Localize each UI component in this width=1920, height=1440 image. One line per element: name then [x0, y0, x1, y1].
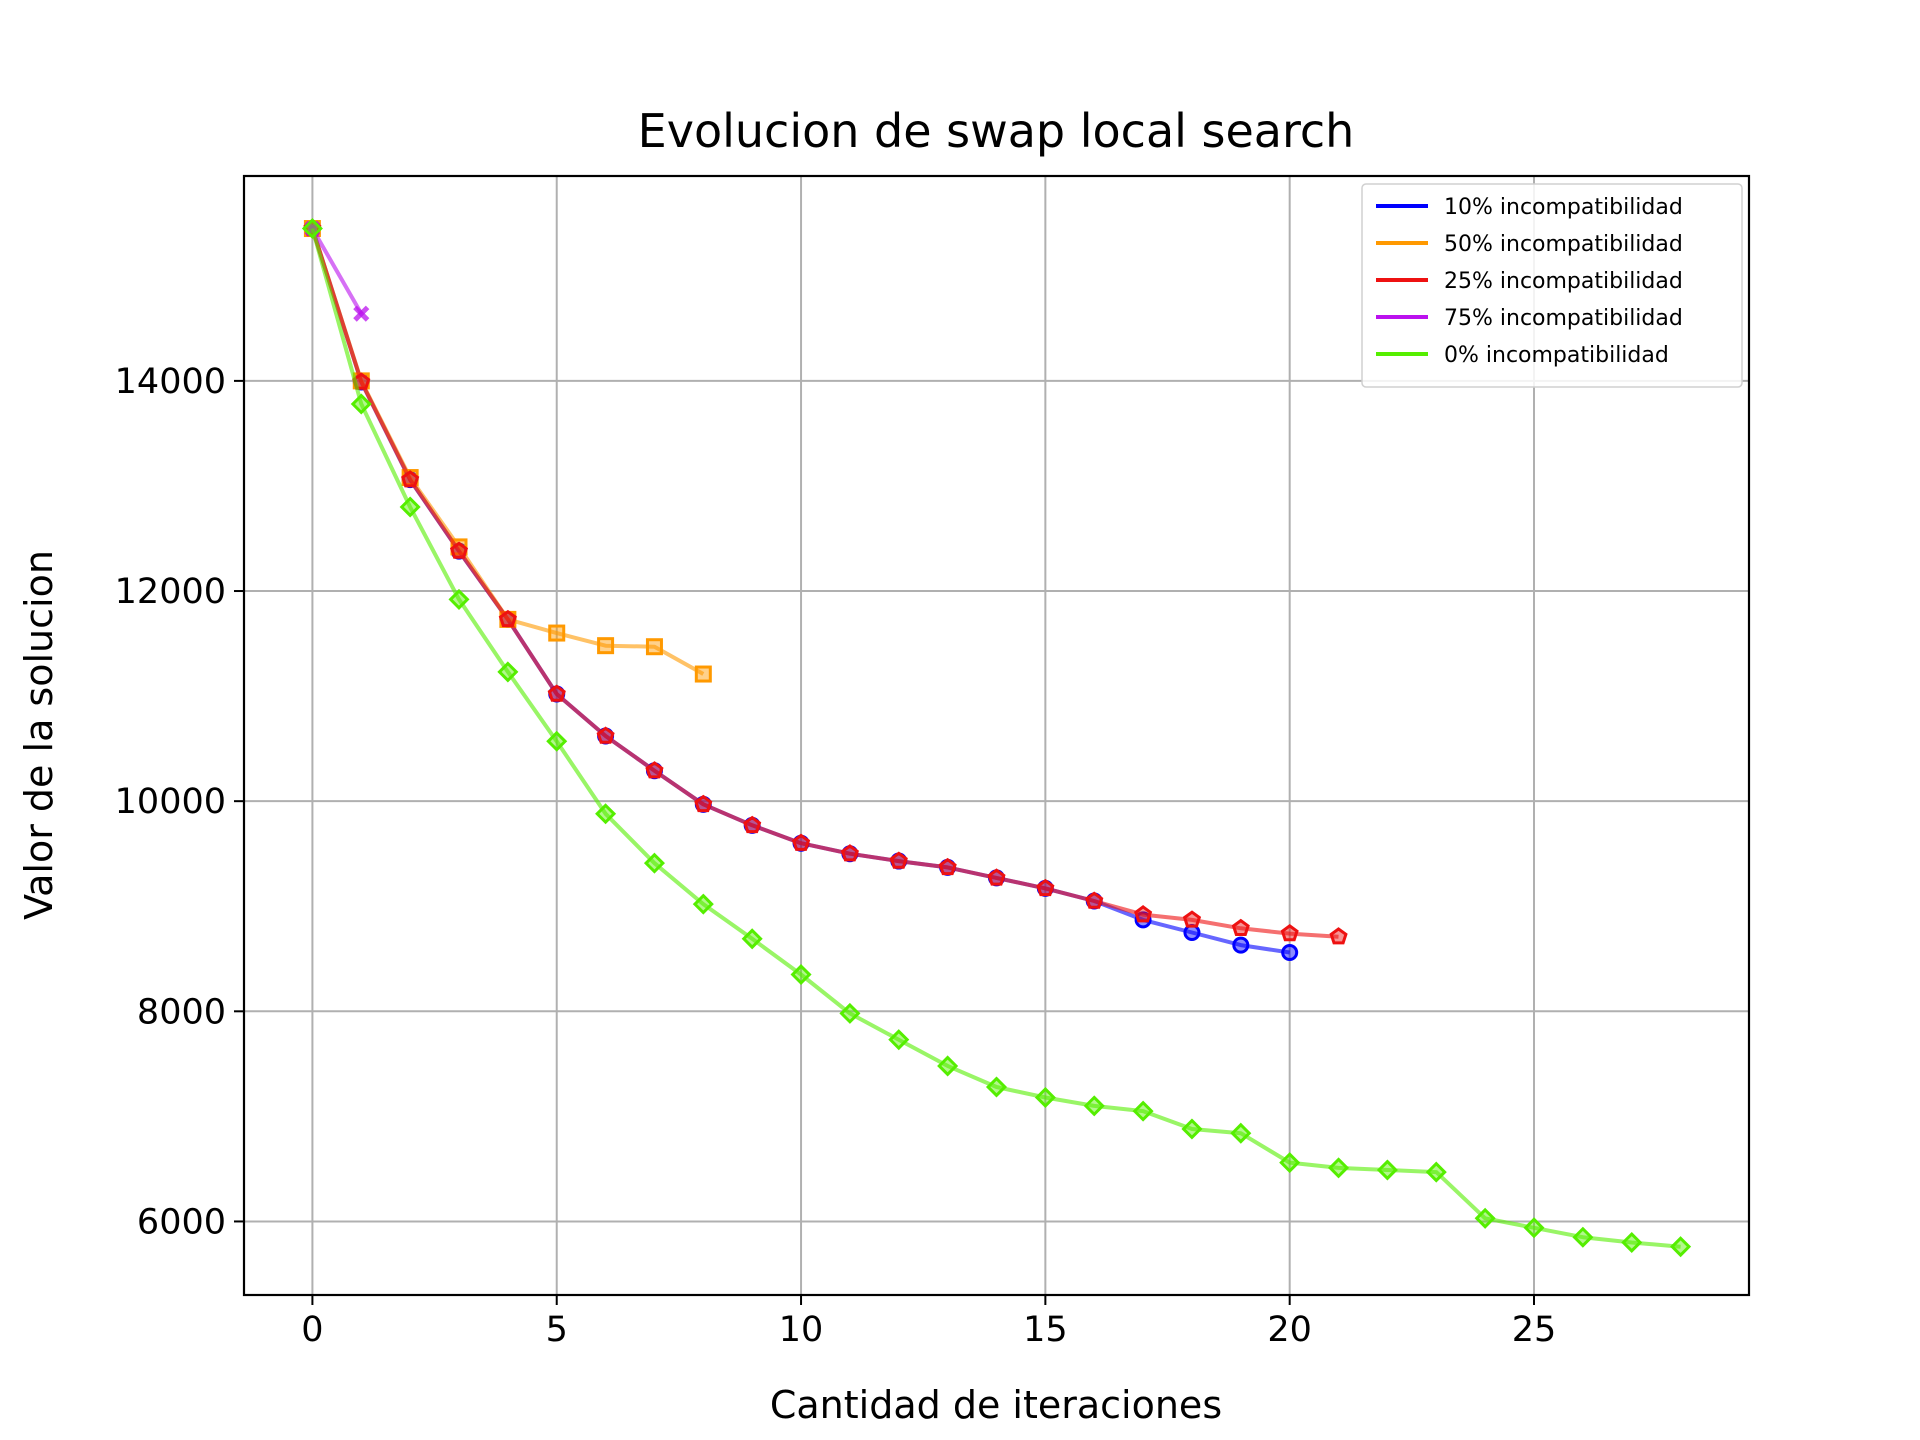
data-point-diamond	[301, 218, 323, 240]
axis-ticks: 0 5 10 15 20 25 6000 8000 10000 12000 14000	[115, 362, 1557, 1350]
data-point-x-stroke	[353, 305, 370, 322]
data-point-pentagon	[645, 761, 664, 779]
data-point-diamond	[888, 1029, 910, 1051]
data-point-diamond	[643, 852, 665, 874]
x-tick-label: 10	[779, 1310, 824, 1350]
data-point-pentagon	[889, 851, 908, 869]
series-line	[310, 227, 1681, 1249]
data-point-diamond	[1132, 1100, 1154, 1122]
y-tick-label: 10000	[115, 782, 226, 822]
legend-box	[1361, 183, 1743, 388]
data-point-diamond	[839, 1002, 861, 1024]
data-point-pentagon	[987, 868, 1006, 886]
data-point-diamond	[497, 661, 519, 683]
data-point-diamond	[350, 393, 372, 415]
data-point-diamond	[692, 893, 714, 915]
y-axis-label: Valor de la solucion	[17, 550, 61, 920]
data-point-diamond	[1376, 1159, 1398, 1181]
data-point-diamond	[1181, 1118, 1203, 1140]
legend-label: 25% incompatibilidad	[1444, 269, 1683, 294]
data-point-pentagon	[791, 833, 811, 851]
x-tick-label: 0	[301, 1310, 323, 1350]
data-point-pentagon	[547, 684, 566, 702]
data-point-diamond	[448, 588, 470, 610]
x-axis-label: Cantidad de iteraciones	[770, 1383, 1222, 1427]
legend: 10% incompatibilidad 50% incompatibilidad…	[1361, 183, 1743, 388]
data-point-diamond	[985, 1076, 1008, 1098]
legend-label: 50% incompatibilidad	[1444, 232, 1683, 257]
data-point-pentagon	[840, 844, 859, 862]
data-point-diamond	[1523, 1217, 1545, 1239]
data-point-pentagon	[498, 609, 517, 628]
data-point-diamond	[1572, 1226, 1594, 1248]
series-layer	[301, 218, 1692, 1258]
y-tick-label: 14000	[115, 362, 226, 402]
series-line	[310, 227, 364, 315]
series-4	[301, 218, 1692, 1258]
data-point-diamond	[790, 964, 812, 986]
data-point-pentagon	[743, 815, 762, 834]
data-point-square	[597, 637, 615, 655]
chart-title: Evolucion de swap local search	[638, 104, 1355, 158]
data-point-diamond	[1083, 1095, 1105, 1117]
data-point-diamond	[595, 803, 617, 825]
data-point-square	[694, 665, 712, 683]
series-line	[310, 227, 1339, 939]
data-point-diamond	[741, 928, 763, 950]
data-point-diamond	[399, 496, 421, 518]
data-point-x	[353, 305, 370, 322]
legend-label: 75% incompatibilidad	[1444, 306, 1683, 331]
data-point-pentagon	[1329, 927, 1348, 945]
y-tick-label: 8000	[137, 992, 226, 1032]
data-point-diamond	[1034, 1086, 1056, 1108]
data-point-pentagon	[596, 726, 615, 744]
data-point-circle	[1183, 924, 1201, 942]
series-2	[303, 218, 1348, 945]
data-point-pentagon	[1085, 891, 1104, 909]
legend-label: 10% incompatibilidad	[1444, 195, 1683, 220]
data-point-pentagon	[694, 794, 713, 813]
data-point-circle	[1232, 936, 1250, 954]
data-point-pentagon	[938, 857, 957, 876]
data-point-diamond	[1279, 1152, 1301, 1174]
y-tick-label: 6000	[137, 1202, 226, 1242]
data-point-pentagon	[1182, 910, 1202, 928]
data-point-diamond	[1670, 1236, 1692, 1258]
legend-label: 0% incompatibilidad	[1444, 343, 1669, 368]
data-point-diamond	[1230, 1122, 1252, 1144]
data-point-pentagon	[449, 541, 469, 559]
data-point-diamond	[1621, 1231, 1643, 1253]
data-point-pentagon	[1134, 905, 1153, 923]
data-point-pentagon	[1036, 878, 1055, 897]
data-point-diamond	[1425, 1161, 1447, 1183]
data-point-diamond	[1474, 1207, 1496, 1229]
data-point-diamond	[1328, 1157, 1350, 1179]
data-point-pentagon	[401, 470, 420, 488]
x-tick-label: 25	[1512, 1310, 1557, 1350]
data-point-square	[548, 624, 566, 642]
data-point-pentagon	[1280, 924, 1299, 942]
data-point-circle	[1281, 943, 1299, 961]
plot-frame	[242, 174, 1751, 1297]
data-point-diamond	[937, 1055, 959, 1077]
x-tick-label: 15	[1023, 1310, 1068, 1350]
y-tick-label: 12000	[115, 572, 226, 612]
x-tick-label: 5	[546, 1310, 568, 1350]
data-point-diamond	[546, 730, 568, 752]
x-tick-label: 20	[1267, 1310, 1312, 1350]
data-point-pentagon	[1231, 918, 1250, 936]
data-point-square	[645, 638, 663, 656]
